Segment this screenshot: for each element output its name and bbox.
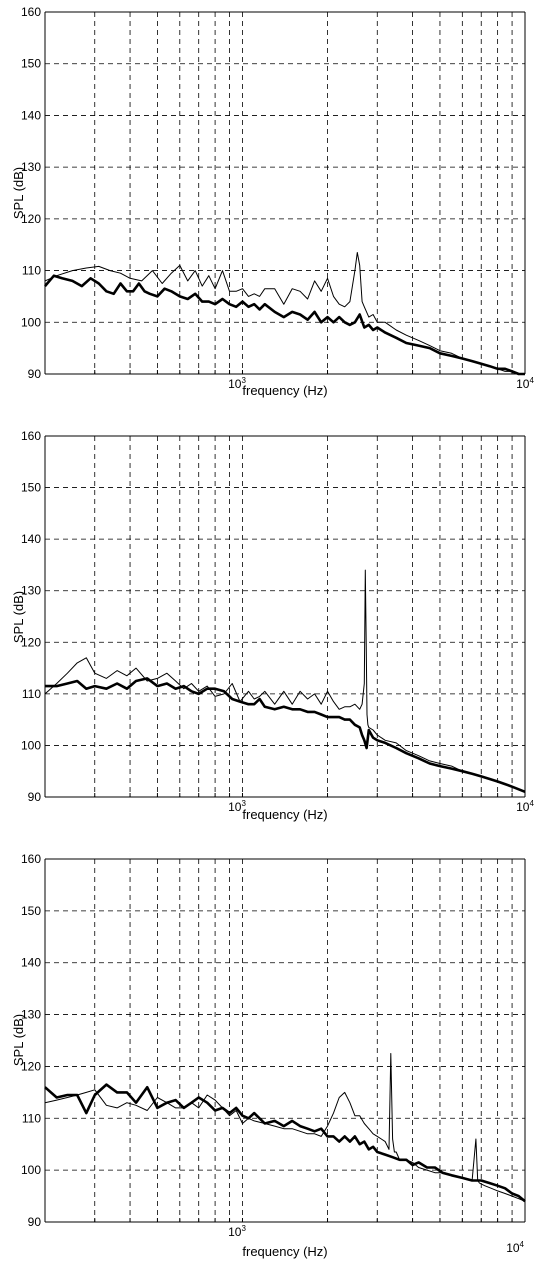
panel-2-x-tick-label-1000: 103 [228, 799, 246, 814]
panel-3-x-tick-base-10000: 10 [506, 1241, 520, 1255]
panel-1-y-tick-label: 130 [21, 160, 41, 174]
panel-3-y-ticks: 90 100 110 120 130 140 150 160 [21, 852, 41, 1229]
panel-2-y-tick-label: 140 [21, 532, 41, 546]
panel-3-y-tick-label: 120 [21, 1059, 41, 1073]
panel-1-x-tick-label-1000: 103 [228, 376, 246, 391]
panel-3-series-thin [44, 1053, 526, 1202]
panel-1-x-tick-exp-10000: 4 [529, 376, 534, 385]
panel-1-x-tick-base-1000: 10 [228, 377, 242, 391]
panel-2-series-thick [45, 677, 526, 794]
panel-1-series-thin [44, 252, 525, 375]
panel-2-x-axis-label: frequency (Hz) [242, 807, 327, 822]
panel-1-x-tick-base-10000: 10 [516, 377, 530, 391]
panel-3-y-tick-label: 130 [21, 1008, 41, 1022]
panel-3-y-axis-label: SPL (dB) [11, 1014, 26, 1066]
panel-1-x-tick-exp-1000: 3 [241, 376, 246, 385]
panel-2-y-tick-label: 120 [21, 635, 41, 649]
panel-2-y-tick-label: 130 [21, 584, 41, 598]
panel-1-y-ticks: 90 100 110 120 130 140 150 160 [21, 5, 41, 381]
panel-2-y-tick-label: 160 [21, 429, 41, 443]
panel-1-y-tick-label: 120 [21, 212, 41, 226]
panel-1-y-tick-label: 110 [22, 264, 41, 278]
panel-3-y-tick-label: 110 [22, 1111, 41, 1125]
panel-3-y-tick-label: 100 [21, 1163, 41, 1177]
panel-2-y-tick-label: 150 [21, 481, 41, 495]
panel-1-x-axis-label: frequency (Hz) [242, 383, 327, 398]
panel-1-y-axis-label: SPL (dB) [11, 167, 26, 219]
panel-3-x-tick-exp-1000: 3 [241, 1224, 246, 1233]
panel-1-y-tick-label: 90 [28, 367, 42, 381]
panel-2-series-thin [44, 569, 526, 793]
panel-3-x-tick-exp-10000: 4 [520, 1240, 525, 1249]
panel-3-y-tick-label: 90 [28, 1215, 42, 1229]
panel-2-y-axis-label: SPL (dB) [11, 591, 26, 643]
panel-1-series-thick [44, 274, 525, 376]
panel-3-series-thick [44, 1083, 526, 1203]
panel-1-y-tick-label: 150 [21, 57, 41, 71]
panel-3-y-tick-label: 160 [21, 852, 41, 866]
panel-3-grid [45, 859, 525, 1222]
panel-3-x-tick-label-10000: 104 [506, 1240, 524, 1255]
panel-2-y-tick-label: 90 [28, 790, 42, 804]
panel-2-x-tick-exp-1000: 3 [241, 799, 246, 808]
panel-2-y-tick-label: 100 [21, 738, 41, 752]
panel-3-y-tick-label: 150 [21, 904, 41, 918]
panel-2-y-ticks: 90 100 110 120 130 140 150 160 [21, 429, 41, 804]
panel-3-x-tick-label-1000: 103 [228, 1224, 246, 1239]
panel-2-x-tick-base-10000: 10 [516, 800, 530, 814]
panel-3-x-axis-label: frequency (Hz) [242, 1244, 327, 1259]
panel-3-series [44, 1053, 526, 1203]
panel-1-y-tick-label: 140 [21, 108, 41, 122]
panel-3-x-tick-base-1000: 10 [228, 1225, 242, 1239]
panel-2-series [44, 569, 526, 794]
panel-2-x-tick-base-1000: 10 [228, 800, 242, 814]
panel-3-y-tick-label: 140 [21, 956, 41, 970]
panel-2-x-tick-label-10000: 104 [516, 799, 534, 814]
panel-1-y-tick-label: 160 [21, 5, 41, 19]
panel-1-series [44, 252, 525, 376]
panel-1-y-tick-label: 100 [21, 315, 41, 329]
panel-2-y-tick-label: 110 [22, 687, 41, 701]
panel-1-x-tick-label-10000: 104 [516, 376, 534, 391]
panel-2-grid [45, 436, 525, 797]
panel-2-x-tick-exp-10000: 4 [529, 799, 534, 808]
panel-1-grid [45, 12, 525, 374]
